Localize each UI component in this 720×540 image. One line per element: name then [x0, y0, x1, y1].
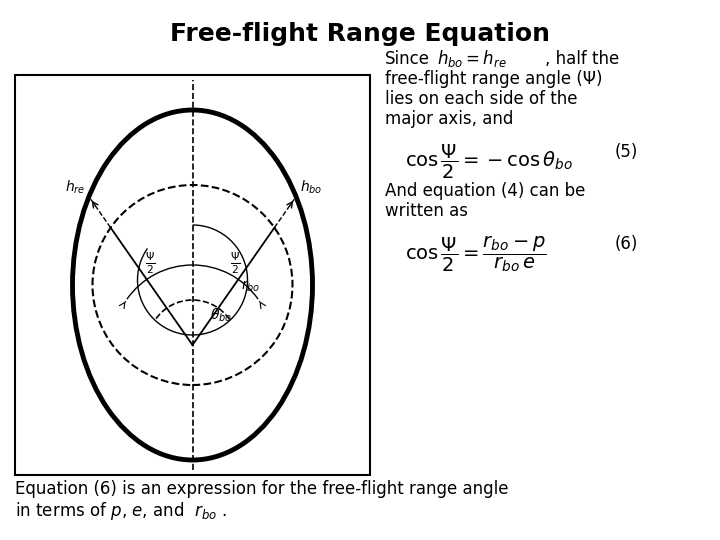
- Text: in terms of $p$, $e$, and  $r_{bo}$ .: in terms of $p$, $e$, and $r_{bo}$ .: [15, 500, 227, 522]
- Bar: [15, 75, 370, 475]
- Text: $h_{bo} = h_{re}$: $h_{bo} = h_{re}$: [437, 48, 507, 69]
- Text: (5): (5): [615, 143, 639, 161]
- Text: Free-flight Range Equation: Free-flight Range Equation: [170, 22, 550, 46]
- Text: $\frac{\Psi}{2}$: $\frac{\Psi}{2}$: [230, 251, 240, 276]
- Text: $h_{re}$: $h_{re}$: [65, 179, 85, 197]
- Text: (6): (6): [615, 235, 639, 253]
- Text: lies on each side of the: lies on each side of the: [385, 90, 577, 108]
- Text: $\cos\dfrac{\Psi}{2} = \dfrac{r_{bo} - p}{r_{bo}\, e}$: $\cos\dfrac{\Psi}{2} = \dfrac{r_{bo} - p…: [405, 235, 546, 274]
- Text: free-flight range angle (Ψ): free-flight range angle (Ψ): [385, 70, 603, 88]
- Text: , half the: , half the: [545, 50, 619, 68]
- Text: $\theta_{bo}$: $\theta_{bo}$: [210, 306, 233, 323]
- Text: $h_{bo}$: $h_{bo}$: [300, 179, 323, 197]
- Text: written as: written as: [385, 202, 468, 220]
- Text: $\frac{\Psi}{2}$: $\frac{\Psi}{2}$: [145, 251, 156, 276]
- Text: $\cos\dfrac{\Psi}{2} = -\cos\theta_{bo}$: $\cos\dfrac{\Psi}{2} = -\cos\theta_{bo}$: [405, 143, 573, 181]
- Text: Equation (6) is an expression for the free-flight range angle: Equation (6) is an expression for the fr…: [15, 480, 508, 498]
- Text: $r_{bo}$: $r_{bo}$: [241, 279, 261, 294]
- Text: major axis, and: major axis, and: [385, 110, 513, 128]
- Text: And equation (4) can be: And equation (4) can be: [385, 182, 585, 200]
- Text: Since: Since: [385, 50, 430, 68]
